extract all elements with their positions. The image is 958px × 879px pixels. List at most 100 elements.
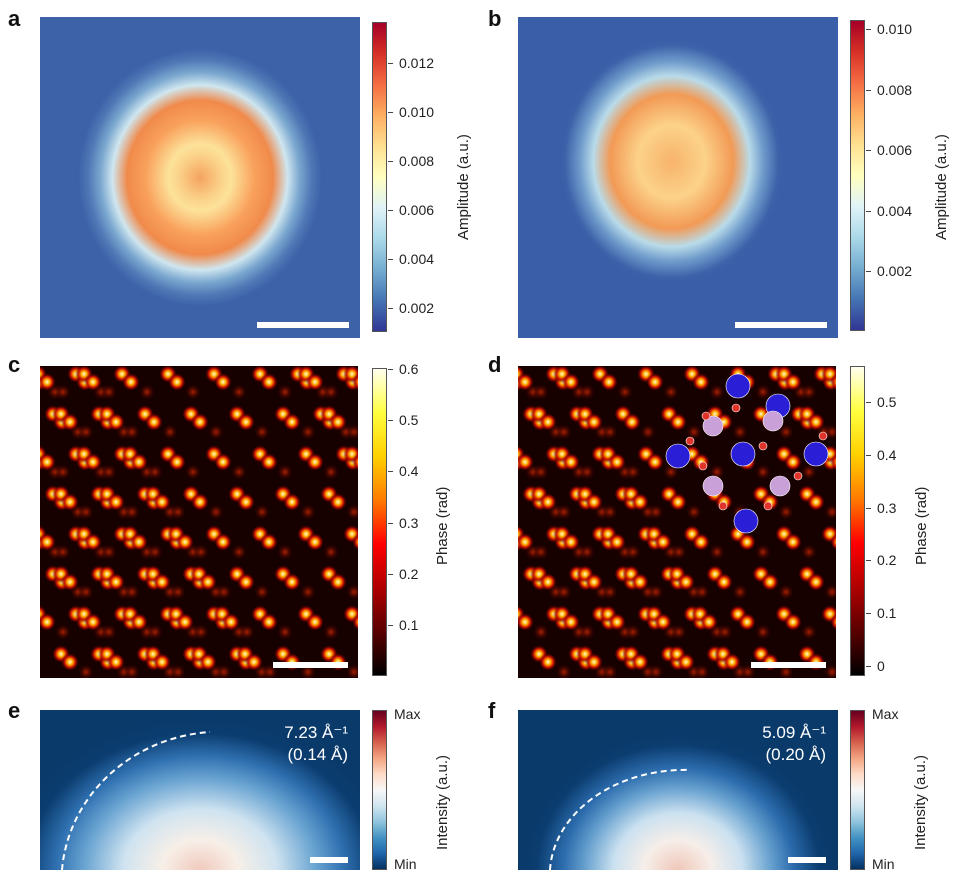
atomic-column xyxy=(101,624,117,640)
atomic-column xyxy=(153,653,171,671)
atomic-column xyxy=(556,424,572,440)
atomic-column xyxy=(709,544,725,560)
atomic-column xyxy=(208,424,224,440)
atomic-column xyxy=(556,664,572,678)
atomic-column xyxy=(352,533,358,551)
colorbar-tick-label: 0.3 xyxy=(865,499,897,516)
atomic-column xyxy=(208,504,224,520)
colorbar-tick-label: 0.004 xyxy=(865,202,913,219)
atomic-column xyxy=(732,584,748,600)
atomic-column xyxy=(55,464,71,480)
atomic-column xyxy=(807,413,825,431)
small-atom xyxy=(818,431,828,441)
small-atom xyxy=(685,436,695,446)
colorbar-e xyxy=(372,710,387,870)
atomic-column xyxy=(755,544,771,560)
atomic-column xyxy=(329,493,347,511)
atomic-column xyxy=(162,424,178,440)
atomic-column xyxy=(306,373,324,391)
colorbar-tick-label: 0.6 xyxy=(387,361,419,378)
atomic-column xyxy=(602,664,618,678)
atomic-column xyxy=(692,533,710,551)
atomic-column xyxy=(579,544,595,560)
atomic-column xyxy=(518,373,534,391)
atomic-column xyxy=(124,504,140,520)
atomic-column xyxy=(539,493,557,511)
atomic-column xyxy=(153,493,171,511)
colorbar-title-e: Intensity (a.u.) xyxy=(434,754,451,850)
colorbar-tick-label: 0.1 xyxy=(387,616,419,633)
atomic-column xyxy=(40,533,56,551)
light-atom xyxy=(769,475,791,497)
atomic-column xyxy=(830,373,836,391)
atomic-column xyxy=(254,504,270,520)
atomic-column xyxy=(518,453,534,471)
atomic-column xyxy=(717,624,733,640)
atomic-column xyxy=(306,453,324,471)
colorbar-tick-label: 0.3 xyxy=(387,514,419,531)
atomic-column xyxy=(671,624,687,640)
atomic-column xyxy=(199,653,217,671)
atomic-column xyxy=(176,533,194,551)
atomic-column xyxy=(323,544,339,560)
atomic-column xyxy=(346,424,358,440)
atomic-column xyxy=(323,624,339,640)
colorbar-tick-label: 0 xyxy=(866,657,885,674)
atomic-column xyxy=(61,413,79,431)
atomic-column xyxy=(562,453,580,471)
atomic-column xyxy=(585,493,603,511)
atomic-column xyxy=(107,573,125,591)
atomic-column xyxy=(145,413,163,431)
atomic-column xyxy=(671,544,687,560)
atomic-column xyxy=(654,613,672,631)
amplitude-image-b xyxy=(518,17,838,338)
atomic-column xyxy=(801,544,817,560)
colorbar-title-a: Amplitude (a.u.) xyxy=(455,134,472,240)
amplitude-image-a xyxy=(40,17,360,338)
atomic-column xyxy=(323,384,339,400)
colorbar-tick-label: 0.2 xyxy=(865,552,897,569)
atomic-column xyxy=(585,413,603,431)
atomic-column xyxy=(533,624,549,640)
atomic-column xyxy=(346,584,358,600)
atomic-column xyxy=(168,373,186,391)
atomic-column xyxy=(231,384,247,400)
atomic-column xyxy=(539,653,557,671)
atomic-column xyxy=(801,384,817,400)
resolution-ring xyxy=(549,768,691,870)
atomic-column xyxy=(55,384,71,400)
atomic-column xyxy=(147,544,163,560)
atomic-column xyxy=(231,464,247,480)
phase-image-d xyxy=(518,366,836,678)
heavy-atom xyxy=(730,441,756,467)
atomic-column xyxy=(602,424,618,440)
atomic-column xyxy=(122,373,140,391)
colorbar-tick-label: 0.010 xyxy=(387,104,435,121)
small-atom xyxy=(731,403,741,413)
atomic-column xyxy=(346,504,358,520)
atomic-column xyxy=(346,664,358,678)
panel-label-b: b xyxy=(488,6,502,31)
diffraction-image-f: 5.09 Å⁻¹ (0.20 Å) xyxy=(518,710,838,870)
atomic-column xyxy=(562,373,580,391)
atomic-column xyxy=(306,533,324,551)
atomic-column xyxy=(631,493,649,511)
atomic-column xyxy=(329,573,347,591)
atomic-column xyxy=(352,373,358,391)
atomic-column xyxy=(732,424,748,440)
atomic-column xyxy=(646,373,664,391)
colorbar-b xyxy=(850,20,865,331)
atomic-column xyxy=(585,573,603,591)
atomic-column xyxy=(579,464,595,480)
panel-label-f: f xyxy=(488,698,496,723)
atomic-column xyxy=(640,424,656,440)
atomic-column xyxy=(585,653,603,671)
atomic-column xyxy=(101,464,117,480)
atomic-column xyxy=(191,493,209,511)
colorbar-tick-label: 0.012 xyxy=(387,55,435,72)
atomic-column xyxy=(222,613,240,631)
atomic-column xyxy=(807,493,825,511)
colorbar-d xyxy=(850,366,865,676)
colorbar-tick-label: 0.2 xyxy=(387,565,419,582)
atomic-column xyxy=(579,384,595,400)
